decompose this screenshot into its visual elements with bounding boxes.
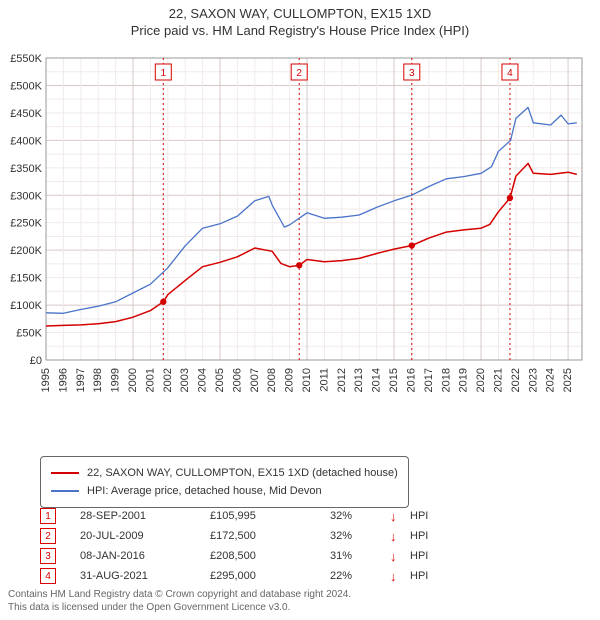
- svg-text:4: 4: [507, 68, 513, 79]
- svg-text:£50K: £50K: [16, 328, 42, 340]
- svg-text:2000: 2000: [127, 368, 139, 392]
- marker-row: 4 31-AUG-2021£295,00022%↓HPI: [40, 566, 428, 586]
- svg-text:£100K: £100K: [10, 300, 42, 312]
- marker-diff: 31%: [330, 550, 390, 562]
- svg-text:1995: 1995: [40, 368, 52, 392]
- legend-label: HPI: Average price, detached house, Mid …: [87, 483, 322, 499]
- svg-text:2021: 2021: [492, 368, 504, 392]
- marker-row: 2 20-JUL-2009£172,50032%↓HPI: [40, 526, 428, 546]
- svg-text:2004: 2004: [197, 368, 209, 392]
- down-arrow-icon: ↓: [390, 529, 410, 544]
- svg-text:£300K: £300K: [10, 190, 42, 202]
- svg-text:2010: 2010: [301, 368, 313, 392]
- marker-diff: 22%: [330, 570, 390, 582]
- marker-date: 31-AUG-2021: [80, 570, 210, 582]
- marker-number-badge: 3: [40, 548, 56, 564]
- chart-title-line1: 22, SAXON WAY, CULLOMPTON, EX15 1XD: [0, 6, 600, 21]
- svg-text:£200K: £200K: [10, 245, 42, 257]
- legend: 22, SAXON WAY, CULLOMPTON, EX15 1XD (det…: [40, 456, 409, 508]
- legend-swatch: [51, 490, 79, 492]
- marker-price: £172,500: [210, 530, 330, 542]
- legend-row: HPI: Average price, detached house, Mid …: [51, 483, 398, 499]
- marker-price: £208,500: [210, 550, 330, 562]
- marker-price: £105,995: [210, 510, 330, 522]
- svg-text:3: 3: [409, 68, 415, 79]
- svg-text:2016: 2016: [405, 368, 417, 392]
- svg-text:2008: 2008: [266, 368, 278, 392]
- svg-text:2015: 2015: [388, 368, 400, 392]
- svg-text:2011: 2011: [318, 368, 330, 392]
- marker-table: 128-SEP-2001£105,99532%↓HPI220-JUL-2009£…: [40, 506, 428, 586]
- svg-text:£250K: £250K: [10, 218, 42, 230]
- svg-text:1997: 1997: [75, 368, 87, 392]
- svg-text:2014: 2014: [371, 368, 383, 392]
- svg-text:2003: 2003: [179, 368, 191, 392]
- footer-line2: This data is licensed under the Open Gov…: [8, 601, 351, 614]
- svg-text:2025: 2025: [562, 368, 574, 392]
- marker-diff: 32%: [330, 510, 390, 522]
- svg-text:2006: 2006: [231, 368, 243, 392]
- svg-text:2002: 2002: [162, 368, 174, 392]
- svg-text:2013: 2013: [353, 368, 365, 392]
- marker-date: 20-JUL-2009: [80, 530, 210, 542]
- marker-diff: 32%: [330, 530, 390, 542]
- marker-vs-label: HPI: [410, 550, 428, 562]
- down-arrow-icon: ↓: [390, 509, 410, 524]
- svg-text:2022: 2022: [510, 368, 522, 392]
- marker-date: 08-JAN-2016: [80, 550, 210, 562]
- marker-number-badge: 1: [40, 508, 56, 524]
- svg-text:2024: 2024: [545, 368, 557, 392]
- marker-row: 3 08-JAN-2016£208,50031%↓HPI: [40, 546, 428, 566]
- svg-text:2019: 2019: [458, 368, 470, 392]
- svg-text:2005: 2005: [214, 368, 226, 392]
- marker-vs-label: HPI: [410, 510, 428, 522]
- down-arrow-icon: ↓: [390, 569, 410, 584]
- svg-text:2012: 2012: [336, 368, 348, 392]
- svg-text:£450K: £450K: [10, 108, 42, 120]
- price-chart: 1234 £0£50K£100K£150K£200K£250K£300K£350…: [46, 54, 586, 414]
- svg-text:1998: 1998: [92, 368, 104, 392]
- svg-text:2: 2: [296, 68, 302, 79]
- footer-line1: Contains HM Land Registry data © Crown c…: [8, 588, 351, 601]
- down-arrow-icon: ↓: [390, 549, 410, 564]
- svg-text:£0: £0: [30, 355, 42, 367]
- svg-text:£150K: £150K: [10, 273, 42, 285]
- svg-text:2023: 2023: [527, 368, 539, 392]
- svg-text:2007: 2007: [249, 368, 261, 392]
- marker-date: 28-SEP-2001: [80, 510, 210, 522]
- svg-text:1996: 1996: [57, 368, 69, 392]
- svg-text:1999: 1999: [110, 368, 122, 392]
- svg-text:2009: 2009: [284, 368, 296, 392]
- marker-number-badge: 2: [40, 528, 56, 544]
- svg-text:2001: 2001: [144, 368, 156, 392]
- marker-vs-label: HPI: [410, 570, 428, 582]
- svg-text:£400K: £400K: [10, 135, 42, 147]
- footer-attribution: Contains HM Land Registry data © Crown c…: [8, 588, 351, 614]
- svg-text:2020: 2020: [475, 368, 487, 392]
- legend-label: 22, SAXON WAY, CULLOMPTON, EX15 1XD (det…: [87, 465, 398, 481]
- svg-text:£550K: £550K: [10, 53, 42, 65]
- marker-number-badge: 4: [40, 568, 56, 584]
- marker-price: £295,000: [210, 570, 330, 582]
- svg-text:£350K: £350K: [10, 163, 42, 175]
- legend-row: 22, SAXON WAY, CULLOMPTON, EX15 1XD (det…: [51, 465, 398, 481]
- svg-text:£500K: £500K: [10, 80, 42, 92]
- chart-title-line2: Price paid vs. HM Land Registry's House …: [0, 23, 600, 38]
- svg-text:2018: 2018: [440, 368, 452, 392]
- marker-vs-label: HPI: [410, 530, 428, 542]
- svg-text:2017: 2017: [423, 368, 435, 392]
- legend-swatch: [51, 472, 79, 474]
- marker-row: 1 28-SEP-2001£105,99532%↓HPI: [40, 506, 428, 526]
- svg-text:1: 1: [161, 68, 167, 79]
